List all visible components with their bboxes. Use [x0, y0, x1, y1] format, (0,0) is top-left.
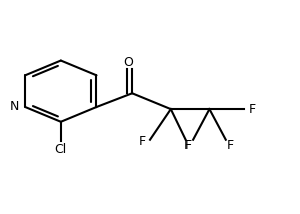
Text: F: F [185, 138, 192, 152]
Text: F: F [227, 138, 234, 152]
Text: F: F [249, 103, 256, 116]
Text: Cl: Cl [55, 143, 67, 156]
Text: F: F [139, 135, 146, 148]
Text: N: N [10, 101, 20, 113]
Text: O: O [123, 56, 133, 69]
Text: F: F [184, 138, 191, 152]
